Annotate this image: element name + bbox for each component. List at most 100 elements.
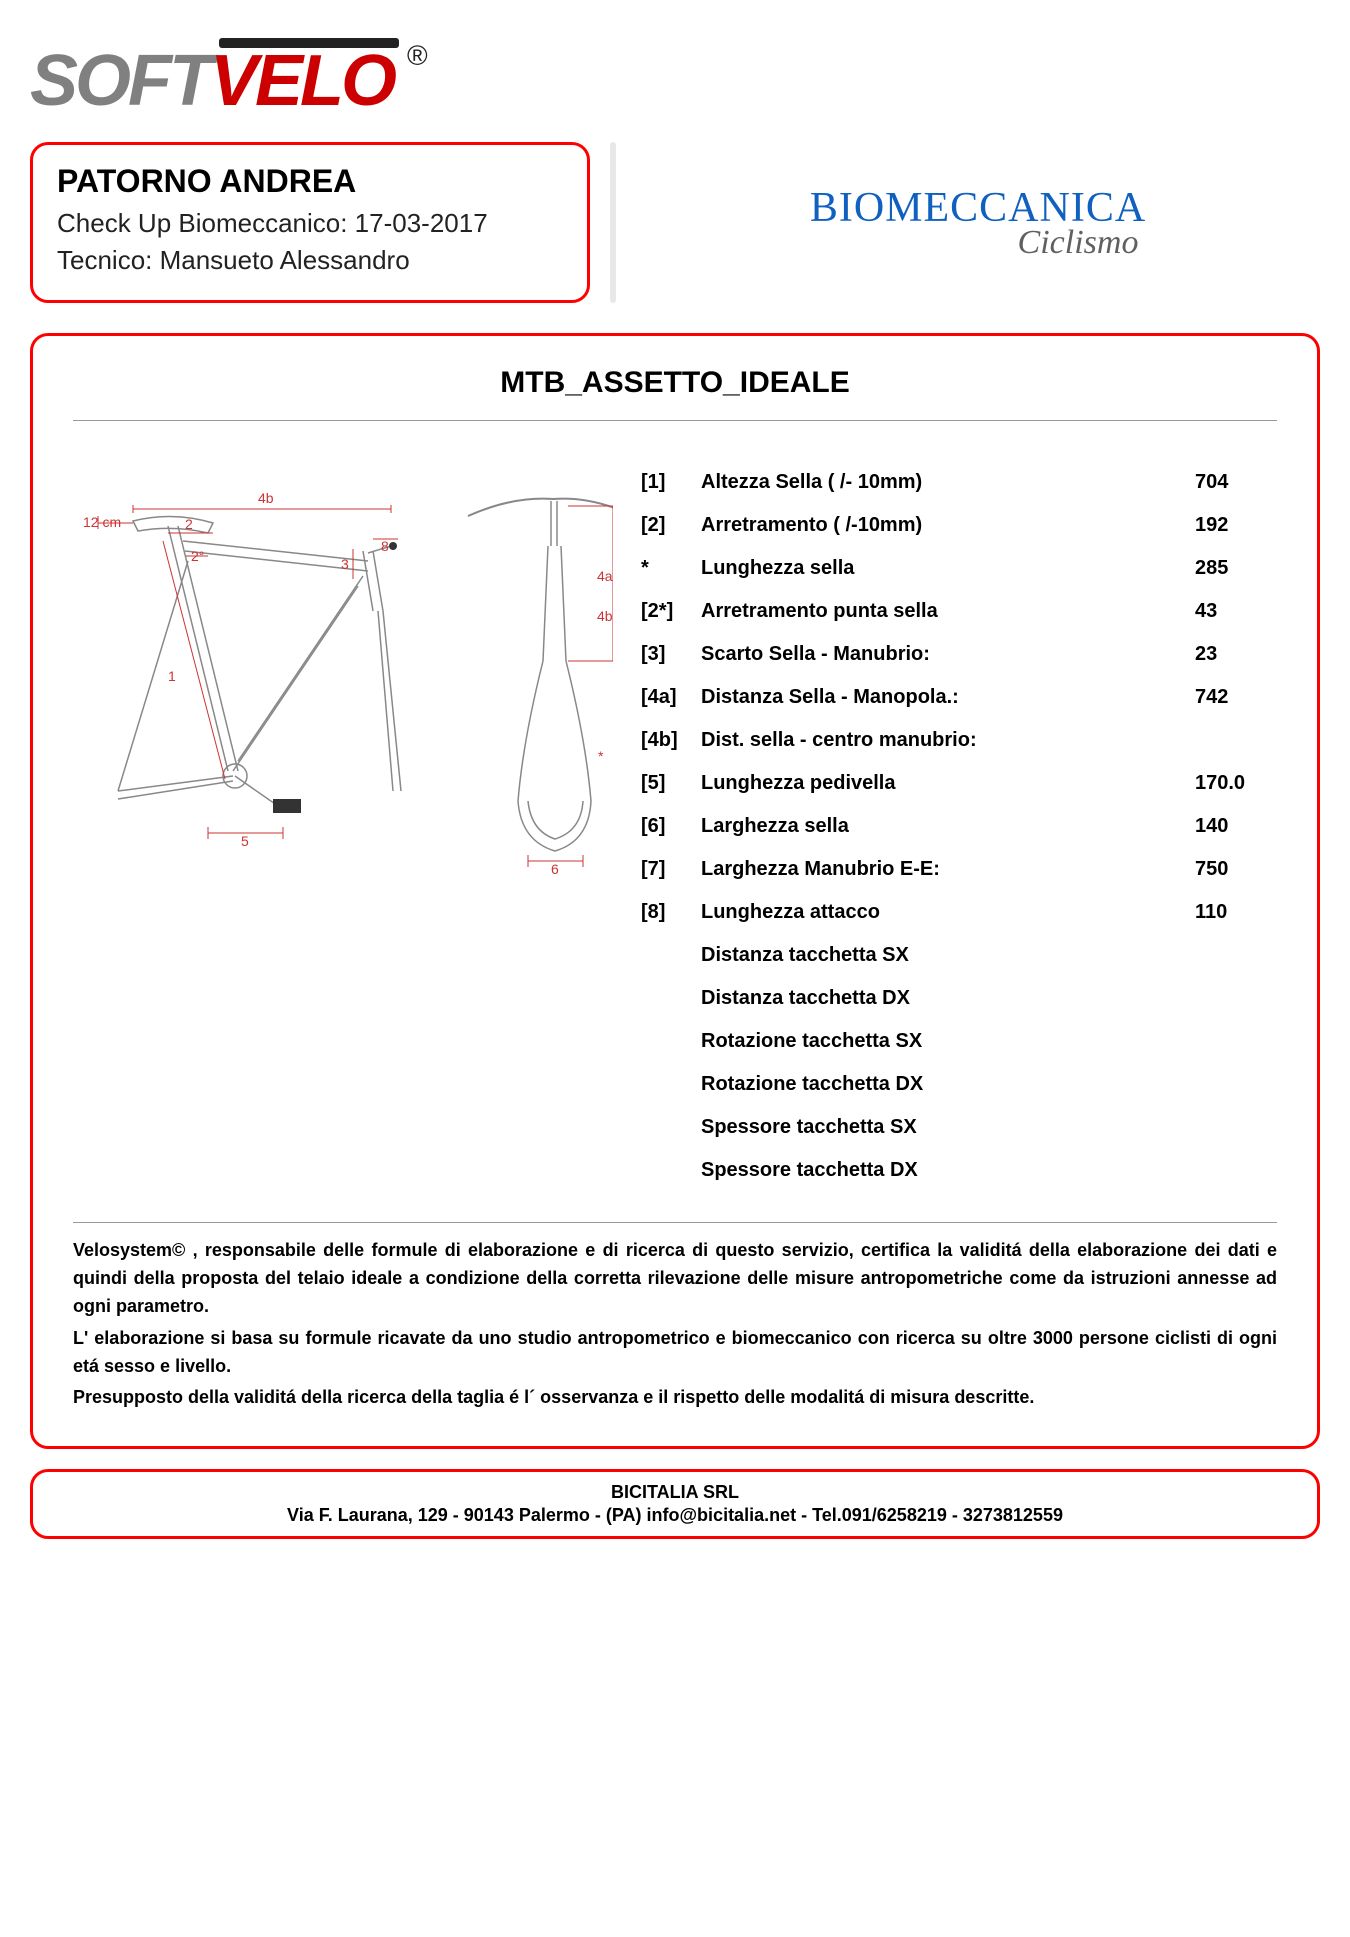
- svg-text:12 cm: 12 cm: [83, 514, 121, 530]
- footer-box: BICITALIA SRL Via F. Laurana, 129 - 9014…: [30, 1469, 1320, 1539]
- logo-bar-icon: [219, 38, 399, 48]
- measurements-column: [1]Altezza Sella ( /- 10mm)704[2]Arretra…: [633, 461, 1277, 1192]
- table-row: [1]Altezza Sella ( /- 10mm)704: [633, 461, 1277, 504]
- measurement-label: Scarto Sella - Manubrio:: [693, 633, 1187, 676]
- brand-line2: Ciclismo: [1018, 224, 1139, 262]
- measurement-label: Larghezza sella: [693, 805, 1187, 848]
- bike-frame-diagram: 12 cm 2 2° 4b 3 8 1 5 4a 4b 7 6 *: [73, 461, 613, 881]
- footer-company: BICITALIA SRL: [53, 1482, 1297, 1503]
- svg-text:4b: 4b: [258, 490, 274, 506]
- measurement-key: *: [633, 547, 693, 590]
- table-row: Rotazione tacchetta SX: [633, 1020, 1277, 1063]
- table-row: Spessore tacchetta SX: [633, 1106, 1277, 1149]
- measurement-label: Arretramento punta sella: [693, 590, 1187, 633]
- measurement-label: Lunghezza sella: [693, 547, 1187, 590]
- table-row: Spessore tacchetta DX: [633, 1149, 1277, 1192]
- measurement-value: 285: [1187, 547, 1277, 590]
- table-row: [2*]Arretramento punta sella43: [633, 590, 1277, 633]
- svg-text:2: 2: [185, 516, 193, 532]
- logo-registered: ®: [407, 40, 428, 72]
- measurement-key: [4b]: [633, 719, 693, 762]
- measurement-key: [4a]: [633, 676, 693, 719]
- svg-text:4a: 4a: [597, 568, 613, 584]
- measurement-value: 192: [1187, 504, 1277, 547]
- measurement-key: [2]: [633, 504, 693, 547]
- svg-text:8: 8: [381, 538, 389, 554]
- patient-info-box: PATORNO ANDREA Check Up Biomeccanico: 17…: [30, 142, 590, 303]
- measurement-key: [5]: [633, 762, 693, 805]
- patient-name: PATORNO ANDREA: [57, 163, 563, 200]
- measurement-value: [1187, 719, 1277, 762]
- measurement-label: Spessore tacchetta DX: [693, 1149, 1187, 1192]
- measurement-label: Distanza Sella - Manopola.:: [693, 676, 1187, 719]
- technician-name: Tecnico: Mansueto Alessandro: [57, 245, 563, 276]
- logo-row: SOFTVELO ®: [30, 40, 1320, 122]
- svg-text:4b: 4b: [597, 608, 613, 624]
- measurement-label: Distanza tacchetta DX: [693, 977, 1187, 1020]
- measurement-value: 43: [1187, 590, 1277, 633]
- measurement-key: [2*]: [633, 590, 693, 633]
- content-row: 12 cm 2 2° 4b 3 8 1 5 4a 4b 7 6 * [1]A: [73, 461, 1277, 1192]
- measurements-table: [1]Altezza Sella ( /- 10mm)704[2]Arretra…: [633, 461, 1277, 1192]
- measurement-key: [7]: [633, 848, 693, 891]
- measurement-value: 170.0: [1187, 762, 1277, 805]
- table-row: [6]Larghezza sella140: [633, 805, 1277, 848]
- svg-text:5: 5: [241, 833, 249, 849]
- measurement-value: [1187, 934, 1277, 977]
- measurement-value: [1187, 1063, 1277, 1106]
- disclaimer-p1: Velosystem© , responsabile delle formule…: [73, 1237, 1277, 1321]
- measurement-value: [1187, 1020, 1277, 1063]
- measurement-key: [633, 934, 693, 977]
- table-row: Rotazione tacchetta DX: [633, 1063, 1277, 1106]
- measurement-value: [1187, 1149, 1277, 1192]
- table-row: Distanza tacchetta SX: [633, 934, 1277, 977]
- report-title: MTB_ASSETTO_IDEALE: [73, 366, 1277, 421]
- measurement-key: [633, 1020, 693, 1063]
- measurement-value: 742: [1187, 676, 1277, 719]
- table-row: *Lunghezza sella285: [633, 547, 1277, 590]
- svg-text:*: *: [598, 748, 604, 764]
- table-row: [2]Arretramento ( /-10mm)192: [633, 504, 1277, 547]
- measurement-label: Larghezza Manubrio E-E:: [693, 848, 1187, 891]
- logo-part2: VELO: [210, 40, 394, 122]
- measurement-label: Rotazione tacchetta SX: [693, 1020, 1187, 1063]
- table-row: Distanza tacchetta DX: [633, 977, 1277, 1020]
- measurement-label: Lunghezza attacco: [693, 891, 1187, 934]
- measurement-key: [633, 977, 693, 1020]
- table-row: [8]Lunghezza attacco110: [633, 891, 1277, 934]
- disclaimer-p3: Presupposto della validitá della ricerca…: [73, 1384, 1277, 1412]
- measurement-value: 750: [1187, 848, 1277, 891]
- table-row: [3]Scarto Sella - Manubrio:23: [633, 633, 1277, 676]
- measurement-key: [3]: [633, 633, 693, 676]
- measurement-key: [6]: [633, 805, 693, 848]
- measurement-key: [1]: [633, 461, 693, 504]
- table-row: [5]Lunghezza pedivella170.0: [633, 762, 1277, 805]
- checkup-date: Check Up Biomeccanico: 17-03-2017: [57, 208, 563, 239]
- svg-text:2°: 2°: [191, 548, 204, 564]
- svg-text:6: 6: [551, 861, 559, 877]
- measurement-label: Rotazione tacchetta DX: [693, 1063, 1187, 1106]
- measurement-label: Lunghezza pedivella: [693, 762, 1187, 805]
- measurement-value: [1187, 977, 1277, 1020]
- measurement-value: 140: [1187, 805, 1277, 848]
- measurement-label: Altezza Sella ( /- 10mm): [693, 461, 1187, 504]
- disclaimer-block: Velosystem© , responsabile delle formule…: [73, 1222, 1277, 1412]
- measurement-label: Arretramento ( /-10mm): [693, 504, 1187, 547]
- measurement-value: 23: [1187, 633, 1277, 676]
- measurement-value: [1187, 1106, 1277, 1149]
- table-row: [7]Larghezza Manubrio E-E:750: [633, 848, 1277, 891]
- main-content-box: MTB_ASSETTO_IDEALE: [30, 333, 1320, 1449]
- measurement-label: Spessore tacchetta SX: [693, 1106, 1187, 1149]
- logo-part1: SOFT: [30, 40, 210, 122]
- footer-address: Via F. Laurana, 129 - 90143 Palermo - (P…: [53, 1505, 1297, 1526]
- table-row: [4b]Dist. sella - centro manubrio:: [633, 719, 1277, 762]
- svg-text:3: 3: [341, 556, 349, 572]
- measurement-label: Distanza tacchetta SX: [693, 934, 1187, 977]
- brand-box: BIOMECCANICA Ciclismo: [636, 142, 1320, 303]
- measurement-value: 704: [1187, 461, 1277, 504]
- vertical-divider: [610, 142, 616, 303]
- measurement-key: [633, 1063, 693, 1106]
- measurement-key: [8]: [633, 891, 693, 934]
- measurement-value: 110: [1187, 891, 1277, 934]
- measurement-key: [633, 1106, 693, 1149]
